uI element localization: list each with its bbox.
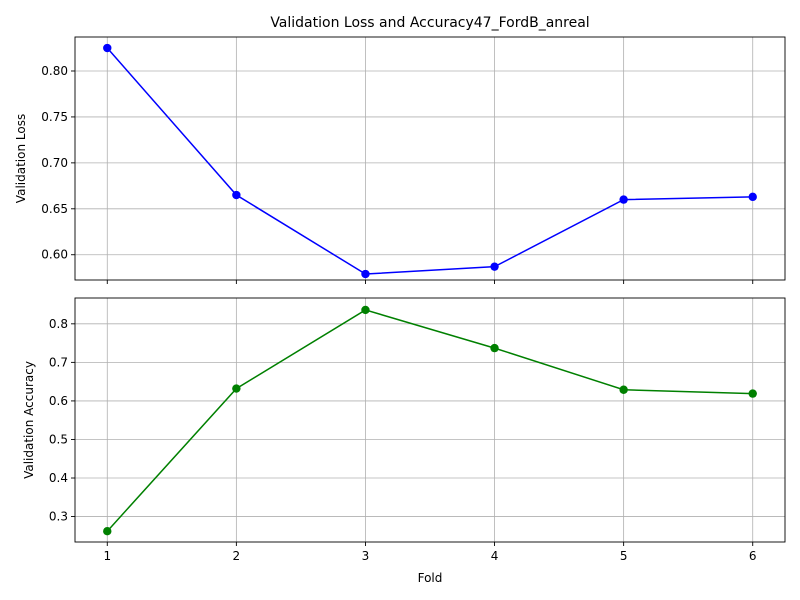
y-tick-label: 0.80 (41, 64, 68, 78)
data-point (103, 43, 112, 53)
data-point (361, 269, 370, 279)
data-point (490, 262, 499, 271)
data-point (748, 389, 757, 398)
y-tick-label: 0.8 (49, 317, 68, 331)
x-tick-label: 3 (362, 549, 370, 563)
series-line (106, 47, 753, 275)
x-tick-label: 6 (749, 549, 757, 563)
x-tick-label: 5 (620, 549, 628, 563)
y-tick-label: 0.3 (49, 510, 68, 524)
y-tick-label: 0.6 (49, 394, 68, 408)
data-point (490, 343, 499, 353)
chart-title: Validation Loss and Accuracy47_FordB_anr… (270, 15, 589, 31)
x-tick-label: 2 (233, 549, 241, 563)
data-point (619, 195, 628, 204)
data-point (361, 305, 370, 315)
accuracy-panel: 0.3 0.4 0.5 0.6 0.7 0.8 1 2 3 4 5 6 Validation Accur… (22, 297, 786, 563)
y-axis-label: Validation Accuracy (22, 361, 36, 479)
y-tick-label: 0.75 (41, 110, 68, 124)
data-point (232, 384, 241, 393)
y-tick-label: 0.7 (49, 355, 68, 369)
y-axis-label: Validation Loss (14, 114, 28, 203)
plot-frame (74, 297, 786, 543)
data-point (748, 192, 757, 202)
y-tick-label: 0.60 (41, 248, 68, 262)
data-point (232, 190, 241, 200)
x-tick-label: 4 (491, 549, 499, 563)
y-tick-label: 0.70 (41, 156, 68, 170)
x-tick-label: 1 (103, 549, 111, 563)
y-tick-label: 0.4 (49, 471, 68, 485)
data-point (103, 527, 112, 536)
series-line (106, 309, 753, 532)
plot-frame (74, 36, 786, 281)
loss-panel: 0.60 0.65 0.70 0.75 0.80 Validation Loss (14, 36, 786, 284)
x-axis-label: Fold (418, 571, 443, 585)
y-tick-label: 0.65 (41, 202, 68, 216)
data-point (619, 385, 628, 394)
y-tick-label: 0.5 (49, 432, 68, 446)
